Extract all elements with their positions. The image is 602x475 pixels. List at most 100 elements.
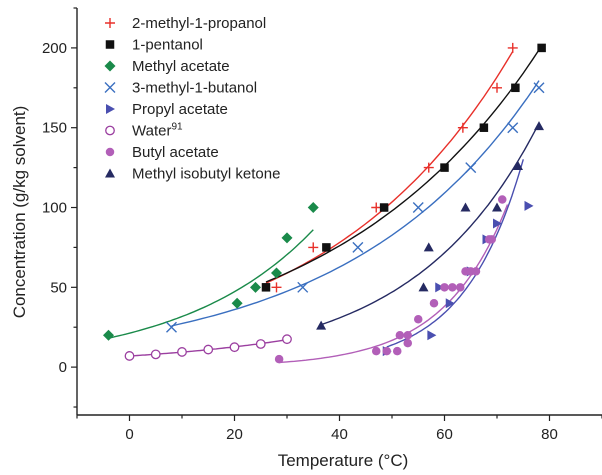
legend-label-text: 1-pentanol bbox=[132, 37, 203, 54]
point-butyl-acetate bbox=[456, 283, 465, 292]
legend-label-text: 2-methyl-1-propanol bbox=[132, 15, 266, 32]
point-water bbox=[229, 342, 240, 353]
point-1-pentanol bbox=[511, 83, 520, 93]
y-tick-label: 150 bbox=[42, 120, 67, 137]
x-tick-label: 40 bbox=[331, 426, 348, 443]
point-butyl-acetate bbox=[487, 235, 496, 244]
point-water bbox=[150, 349, 161, 360]
x-tick-label: 60 bbox=[436, 426, 453, 443]
point-1-pentanol bbox=[537, 43, 546, 53]
legend-label-methyl-isobutyl-ketone: Methyl isobutyl ketone bbox=[132, 166, 280, 183]
point-methyl-isobutyl-ketone bbox=[460, 202, 471, 212]
point-3-methyl-1-butanol bbox=[352, 241, 364, 253]
point-methyl-acetate bbox=[271, 267, 282, 279]
point-3-methyl-1-butanol bbox=[465, 162, 477, 174]
legend-label-text: Butyl acetate bbox=[132, 144, 219, 161]
point-1-pentanol bbox=[261, 283, 271, 292]
point-butyl-acetate bbox=[395, 330, 405, 340]
y-tick-label: 0 bbox=[59, 359, 67, 376]
point-butyl-acetate bbox=[274, 354, 284, 364]
point-propyl-acetate bbox=[524, 200, 534, 211]
point-propyl-acetate bbox=[445, 298, 455, 309]
legend-marker-propyl-acetate bbox=[106, 104, 115, 114]
point-butyl-acetate bbox=[498, 195, 507, 204]
legend-label-methyl-acetate: Methyl acetate bbox=[132, 58, 230, 75]
point-butyl-acetate bbox=[372, 346, 381, 356]
ticks: 0 20 40 60 80 0 50 100 150 200 bbox=[42, 7, 602, 443]
point-2-methyl-1-propanol bbox=[271, 282, 282, 293]
point-3-methyl-1-butanol bbox=[412, 202, 424, 214]
legend-marker-1-pentanol bbox=[105, 40, 115, 49]
point-3-methyl-1-butanol bbox=[297, 281, 309, 293]
legend-label-text: Methyl acetate bbox=[132, 58, 230, 75]
point-methyl-acetate bbox=[231, 297, 243, 309]
point-methyl-isobutyl-ketone bbox=[418, 282, 429, 292]
point-butyl-acetate bbox=[382, 346, 391, 356]
point-butyl-acetate bbox=[393, 346, 402, 356]
legend-label-text: Propyl acetate bbox=[132, 101, 228, 118]
fit-curve-2-methyl-1-propanol bbox=[265, 51, 514, 284]
point-methyl-isobutyl-ketone bbox=[423, 242, 434, 252]
point-propyl-acetate bbox=[427, 330, 437, 341]
point-3-methyl-1-butanol bbox=[507, 122, 519, 134]
point-butyl-acetate bbox=[440, 283, 449, 292]
x-axis-title: Temperature (°C) bbox=[278, 451, 409, 470]
fit-curve-methyl-acetate bbox=[108, 229, 314, 339]
fit-curve-methyl-isobutyl-ketone bbox=[320, 122, 540, 326]
point-methyl-isobutyl-ketone bbox=[492, 202, 502, 212]
point-2-methyl-1-propanol bbox=[492, 82, 502, 93]
fit-curve-butyl-acetate bbox=[279, 204, 509, 364]
point-methyl-isobutyl-ketone bbox=[513, 161, 523, 171]
point-butyl-acetate bbox=[448, 283, 457, 292]
point-3-methyl-1-butanol bbox=[533, 82, 545, 94]
point-butyl-acetate bbox=[429, 299, 439, 308]
point-3-methyl-1-butanol bbox=[166, 321, 177, 333]
legend: 2-methyl-1-propanol 1-pentanol Methyl acet… bbox=[104, 15, 280, 183]
y-axis-title: Concentration (g/kg solvent) bbox=[10, 106, 29, 319]
x-tick-label: 20 bbox=[226, 426, 243, 443]
legend-label-2-methyl-1-propanol: 2-methyl-1-propanol bbox=[132, 15, 266, 32]
point-2-methyl-1-propanol bbox=[371, 202, 382, 213]
point-propyl-acetate bbox=[493, 218, 502, 229]
x-tick-label: 80 bbox=[541, 426, 558, 443]
legend-label-text: Methyl isobutyl ketone bbox=[132, 166, 280, 183]
legend-label-water: Water91 bbox=[132, 122, 183, 140]
point-methyl-acetate bbox=[250, 281, 261, 293]
legend-marker-2-methyl-1-propanol bbox=[105, 18, 115, 28]
point-2-methyl-1-propanol bbox=[423, 162, 434, 173]
point-butyl-acetate bbox=[403, 330, 412, 340]
point-water bbox=[255, 339, 266, 349]
point-propyl-acetate bbox=[435, 282, 445, 293]
y-tick-label: 100 bbox=[42, 200, 67, 217]
legend-marker-butyl-acetate bbox=[105, 147, 115, 157]
point-methyl-isobutyl-ketone bbox=[534, 121, 544, 131]
legend-label-butyl-acetate: Butyl acetate bbox=[132, 144, 219, 161]
point-water bbox=[177, 347, 187, 357]
x-tick-label: 0 bbox=[125, 426, 133, 443]
point-1-pentanol bbox=[440, 163, 449, 172]
point-butyl-acetate bbox=[414, 314, 423, 324]
point-water bbox=[203, 344, 214, 355]
data-points bbox=[103, 42, 546, 364]
point-2-methyl-1-propanol bbox=[308, 242, 319, 253]
point-1-pentanol bbox=[322, 243, 331, 252]
point-2-methyl-1-propanol bbox=[457, 122, 468, 133]
point-1-pentanol bbox=[479, 123, 489, 132]
y-tick-label: 50 bbox=[50, 279, 67, 296]
point-water bbox=[124, 351, 135, 361]
point-butyl-acetate bbox=[403, 338, 412, 348]
legend-label-3-methyl-1-butanol: 3-methyl-1-butanol bbox=[132, 80, 257, 97]
legend-label-superscript: 91 bbox=[171, 122, 183, 133]
point-methyl-acetate bbox=[103, 329, 114, 341]
legend-marker-methyl-isobutyl-ketone bbox=[105, 168, 115, 178]
point-2-methyl-1-propanol bbox=[507, 42, 518, 53]
legend-marker-methyl-acetate bbox=[104, 60, 116, 72]
fit-curve-3-methyl-1-butanol bbox=[171, 80, 540, 327]
y-tick-label: 200 bbox=[42, 40, 67, 57]
legend-marker-water bbox=[105, 125, 115, 136]
legend-label-text: Water bbox=[132, 123, 171, 140]
legend-marker-3-methyl-1-butanol bbox=[104, 82, 116, 93]
point-methyl-isobutyl-ketone bbox=[316, 320, 327, 330]
point-methyl-acetate bbox=[307, 202, 319, 214]
